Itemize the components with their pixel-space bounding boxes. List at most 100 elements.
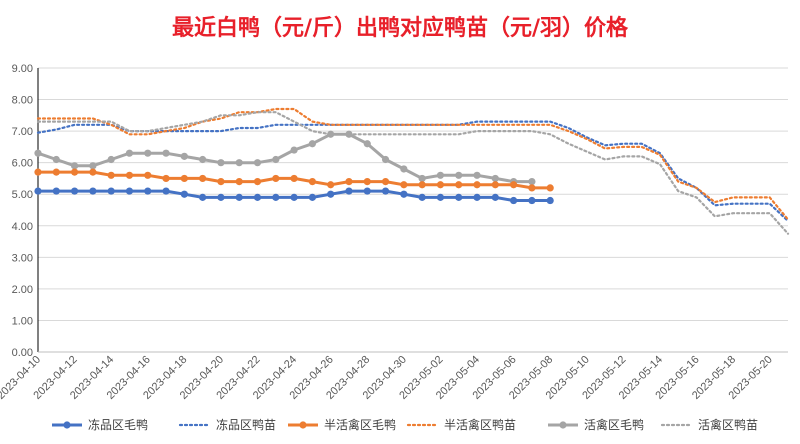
data-point [491, 193, 499, 201]
data-point [327, 130, 335, 138]
data-point [473, 193, 481, 201]
data-point [34, 149, 42, 157]
data-point [290, 193, 298, 201]
series-lines [34, 107, 790, 235]
data-point [418, 193, 426, 201]
data-point [327, 181, 335, 189]
x-axis: 2023-04-102023-04-122023-04-142023-04-16… [0, 354, 775, 402]
data-point [510, 181, 518, 189]
data-point [400, 190, 408, 198]
data-point [125, 187, 134, 195]
data-point [363, 187, 371, 195]
y-tick-label: 2.00 [12, 284, 33, 296]
y-axis: 0.00 1.00 2.00 3.00 4.00 5.00 6.00 7.00 8.00 9.00 [12, 63, 788, 359]
legend: 冻品区毛鸭 冻品区鸭苗 半活禽区毛鸭 半活禽区鸭苗 活禽区毛鸭 活禽区鸭苗 [52, 417, 758, 432]
y-tick-label: 0.00 [12, 347, 33, 359]
legend-label: 半活禽区鸭苗 [444, 417, 516, 432]
data-point [89, 162, 97, 170]
legend-marker [559, 421, 567, 429]
data-point [455, 193, 463, 201]
data-point [125, 171, 134, 179]
data-point [144, 171, 152, 179]
data-point [473, 181, 481, 189]
data-point [253, 193, 262, 201]
legend-label: 活禽区鸭苗 [698, 417, 758, 432]
legend-marker [63, 421, 71, 429]
data-point [272, 155, 280, 164]
y-tick-label: 7.00 [12, 126, 33, 138]
data-point [327, 190, 335, 198]
data-point [34, 168, 42, 176]
data-point [381, 155, 390, 164]
data-point [253, 159, 262, 167]
data-point [217, 159, 225, 167]
data-point [107, 187, 115, 195]
legend-label: 活禽区毛鸭 [584, 417, 644, 432]
y-tick-label: 9.00 [12, 63, 33, 75]
data-point [308, 140, 316, 148]
data-point [89, 168, 97, 176]
data-point [345, 187, 353, 195]
data-point [199, 193, 207, 201]
data-point [34, 187, 42, 195]
series-line [36, 107, 790, 221]
data-point [381, 187, 390, 195]
data-point [180, 174, 188, 183]
data-point [235, 193, 243, 201]
data-point [345, 178, 353, 186]
data-point [381, 178, 390, 186]
data-point [491, 181, 499, 189]
data-point [272, 193, 280, 201]
data-point [162, 149, 170, 157]
data-point [180, 190, 188, 198]
data-point [455, 171, 463, 179]
data-point [235, 178, 243, 186]
data-point [400, 165, 408, 173]
data-point [363, 140, 371, 148]
legend-label: 冻品区毛鸭 [88, 417, 148, 432]
data-point [363, 178, 371, 186]
data-point [345, 130, 353, 138]
y-tick-label: 4.00 [12, 221, 33, 233]
data-point [125, 149, 134, 157]
data-point [52, 155, 60, 164]
data-point [436, 181, 445, 189]
data-point [70, 168, 79, 176]
y-tick-label: 8.00 [12, 95, 33, 107]
data-point [510, 196, 518, 205]
data-point [308, 193, 316, 201]
data-point [290, 146, 298, 154]
chart-title: 最近白鸭（元/斤）出鸭对应鸭苗（元/羽）价格 [172, 15, 629, 41]
data-point [473, 171, 481, 179]
data-point [528, 178, 536, 186]
data-point [107, 171, 115, 179]
data-point [436, 193, 445, 201]
data-point [70, 187, 79, 195]
data-point [546, 196, 554, 205]
data-point [89, 187, 97, 195]
series-line [36, 111, 790, 235]
legend-label: 冻品区鸭苗 [216, 417, 276, 432]
data-point [162, 187, 170, 195]
data-point [436, 171, 445, 179]
data-point [180, 152, 188, 160]
series-line [37, 132, 532, 184]
data-point [491, 174, 499, 183]
y-tick-label: 6.00 [12, 158, 33, 170]
series-line [36, 120, 790, 223]
data-point [70, 162, 79, 170]
data-point [400, 181, 408, 189]
grid-lines [38, 67, 788, 353]
data-point [144, 187, 152, 195]
data-point [162, 174, 170, 183]
data-point [290, 174, 298, 183]
data-point [546, 184, 554, 192]
data-point [199, 174, 207, 183]
y-tick-label: 5.00 [12, 189, 33, 201]
data-point [528, 196, 536, 205]
data-point [217, 193, 225, 201]
data-point [235, 159, 243, 167]
data-point [199, 155, 207, 164]
data-point [528, 184, 536, 192]
